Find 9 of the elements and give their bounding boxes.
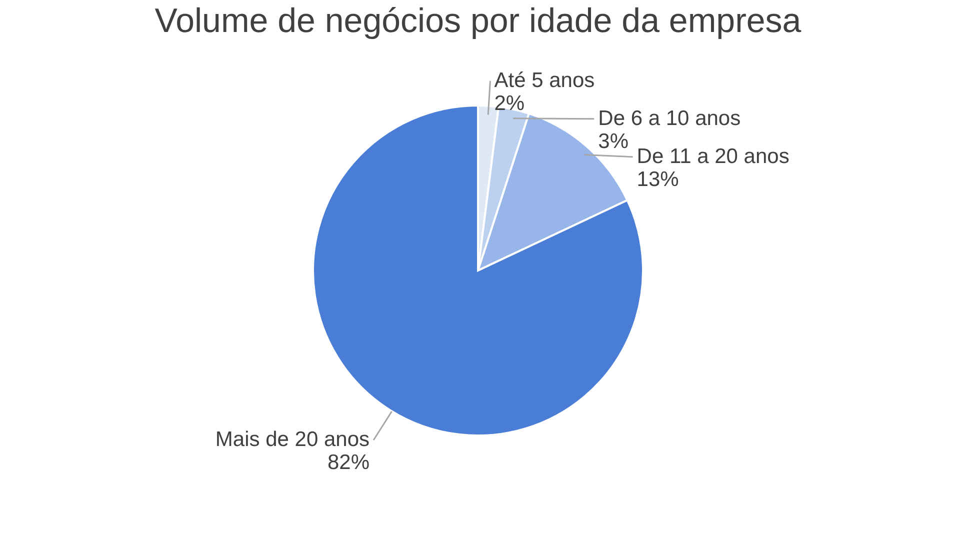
slice-label: Mais de 20 anos <box>215 428 370 452</box>
chart-title: Volume de negócios por idade da empresa <box>154 2 802 40</box>
data-label: 82% <box>327 451 370 474</box>
data-label: 13% <box>636 168 679 191</box>
slice-label: De 11 a 20 anos <box>636 144 790 168</box>
data-label: 2% <box>494 92 525 115</box>
slice-label: De 6 a 10 anos <box>598 106 741 130</box>
data-label: 3% <box>598 130 629 153</box>
slice-label: Até 5 anos <box>494 68 595 92</box>
